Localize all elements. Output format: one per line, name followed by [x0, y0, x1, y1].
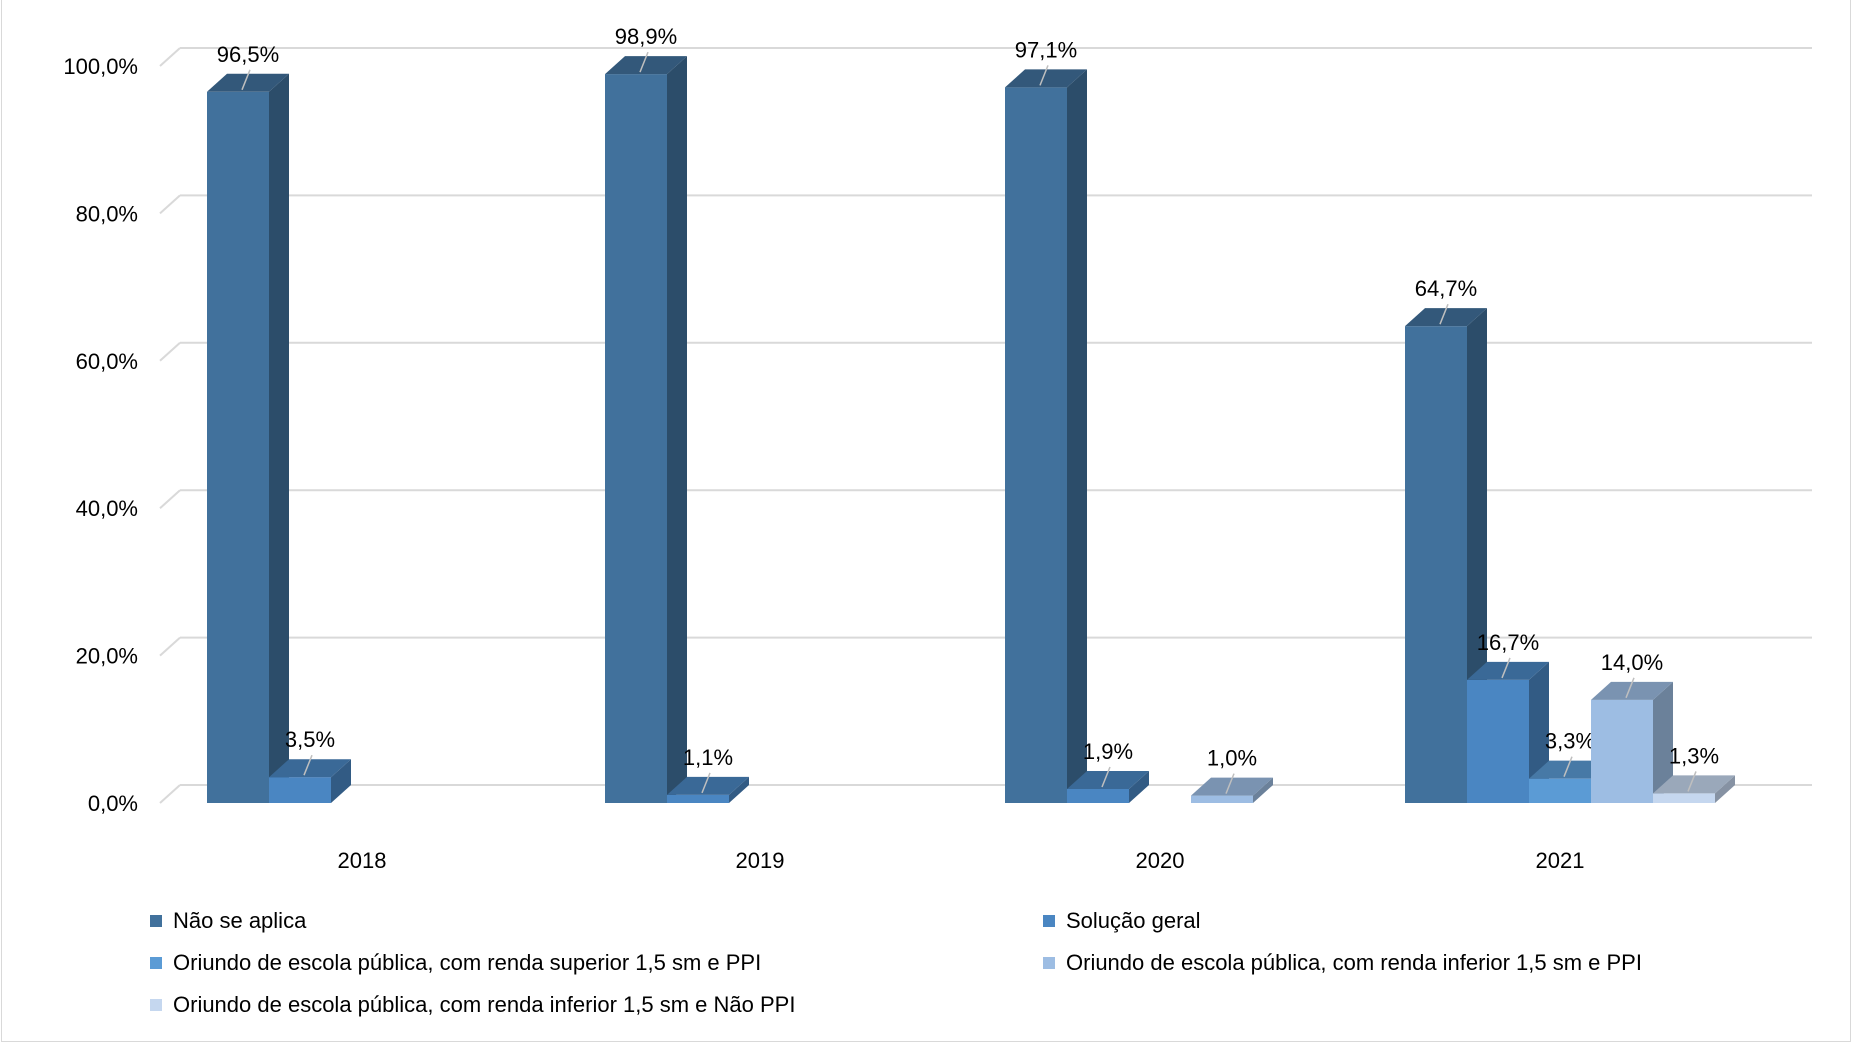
gridline-diagonal [159, 489, 181, 509]
data-label: 1,0% [1207, 746, 1257, 771]
data-label-leader [1501, 657, 1511, 679]
bar-side [269, 73, 289, 804]
data-label-leader [303, 754, 313, 776]
x-tick-label: 2019 [736, 848, 785, 873]
bar-side [1067, 69, 1087, 804]
data-label: 3,5% [285, 727, 335, 752]
bar-side [1653, 681, 1673, 803]
y-tick-label: 80,0% [76, 201, 138, 226]
x-tick-label: 2021 [1536, 848, 1585, 873]
bar [1405, 326, 1467, 803]
bar [1467, 679, 1529, 803]
x-tick-label: 2018 [338, 848, 387, 873]
bar [1653, 793, 1715, 803]
bar-top [269, 759, 351, 778]
gridline-diagonal [159, 47, 181, 67]
data-label-leader [1625, 677, 1635, 699]
data-label-leader [1101, 766, 1111, 788]
y-tick-label: 100,0% [63, 54, 138, 79]
bar-side [1253, 777, 1273, 803]
data-label-leader [241, 69, 251, 91]
y-tick-label: 20,0% [76, 644, 138, 669]
bar [1067, 788, 1129, 803]
data-label-leader [1039, 65, 1049, 86]
data-label: 1,9% [1083, 739, 1133, 764]
bar-top [1005, 69, 1087, 88]
bar-top [1591, 681, 1673, 700]
bar-top [1067, 770, 1149, 789]
bar-top [1405, 308, 1487, 327]
gridline-diagonal [159, 636, 181, 657]
bar [207, 91, 269, 804]
data-label: 97,1% [1015, 37, 1077, 62]
data-label: 1,1% [683, 745, 733, 770]
data-label: 16,7% [1477, 630, 1539, 655]
bar [1005, 87, 1067, 804]
data-label: 96,5% [217, 42, 279, 67]
data-label-leader [701, 772, 711, 794]
data-label-leader [1225, 773, 1235, 794]
bar [1529, 778, 1591, 803]
bar [667, 794, 729, 803]
bar-top [1191, 777, 1273, 796]
bar [605, 74, 667, 804]
bar-side [1715, 775, 1735, 803]
data-label: 1,3% [1669, 743, 1719, 768]
data-label-leader [1563, 756, 1573, 777]
bar-side [1129, 770, 1149, 803]
bar-side [667, 56, 687, 804]
y-tick-label: 0,0% [88, 791, 138, 816]
data-label: 3,3% [1545, 729, 1595, 754]
gridline-diagonal [159, 194, 181, 215]
bar-top [1653, 775, 1735, 794]
gridline-diagonal [159, 342, 181, 362]
data-label-leader [639, 51, 649, 73]
bar-top [605, 56, 687, 75]
x-tick-label: 2020 [1136, 848, 1185, 873]
bar [1191, 795, 1253, 803]
bar-top [207, 73, 289, 92]
data-label: 14,0% [1601, 650, 1663, 675]
bar-top [1529, 760, 1611, 779]
data-label: 98,9% [615, 24, 677, 49]
bar [269, 777, 331, 803]
y-tick-label: 60,0% [76, 349, 138, 374]
bar-top [667, 776, 749, 795]
bar-side [729, 776, 749, 803]
data-label-leader [1439, 303, 1449, 325]
y-tick-label: 40,0% [76, 496, 138, 521]
data-label-leader [1687, 771, 1697, 792]
data-label: 64,7% [1415, 276, 1477, 301]
bar-top [1467, 661, 1549, 680]
bar [1591, 699, 1653, 803]
bar-side [331, 759, 351, 803]
gridline-diagonal [159, 784, 181, 804]
